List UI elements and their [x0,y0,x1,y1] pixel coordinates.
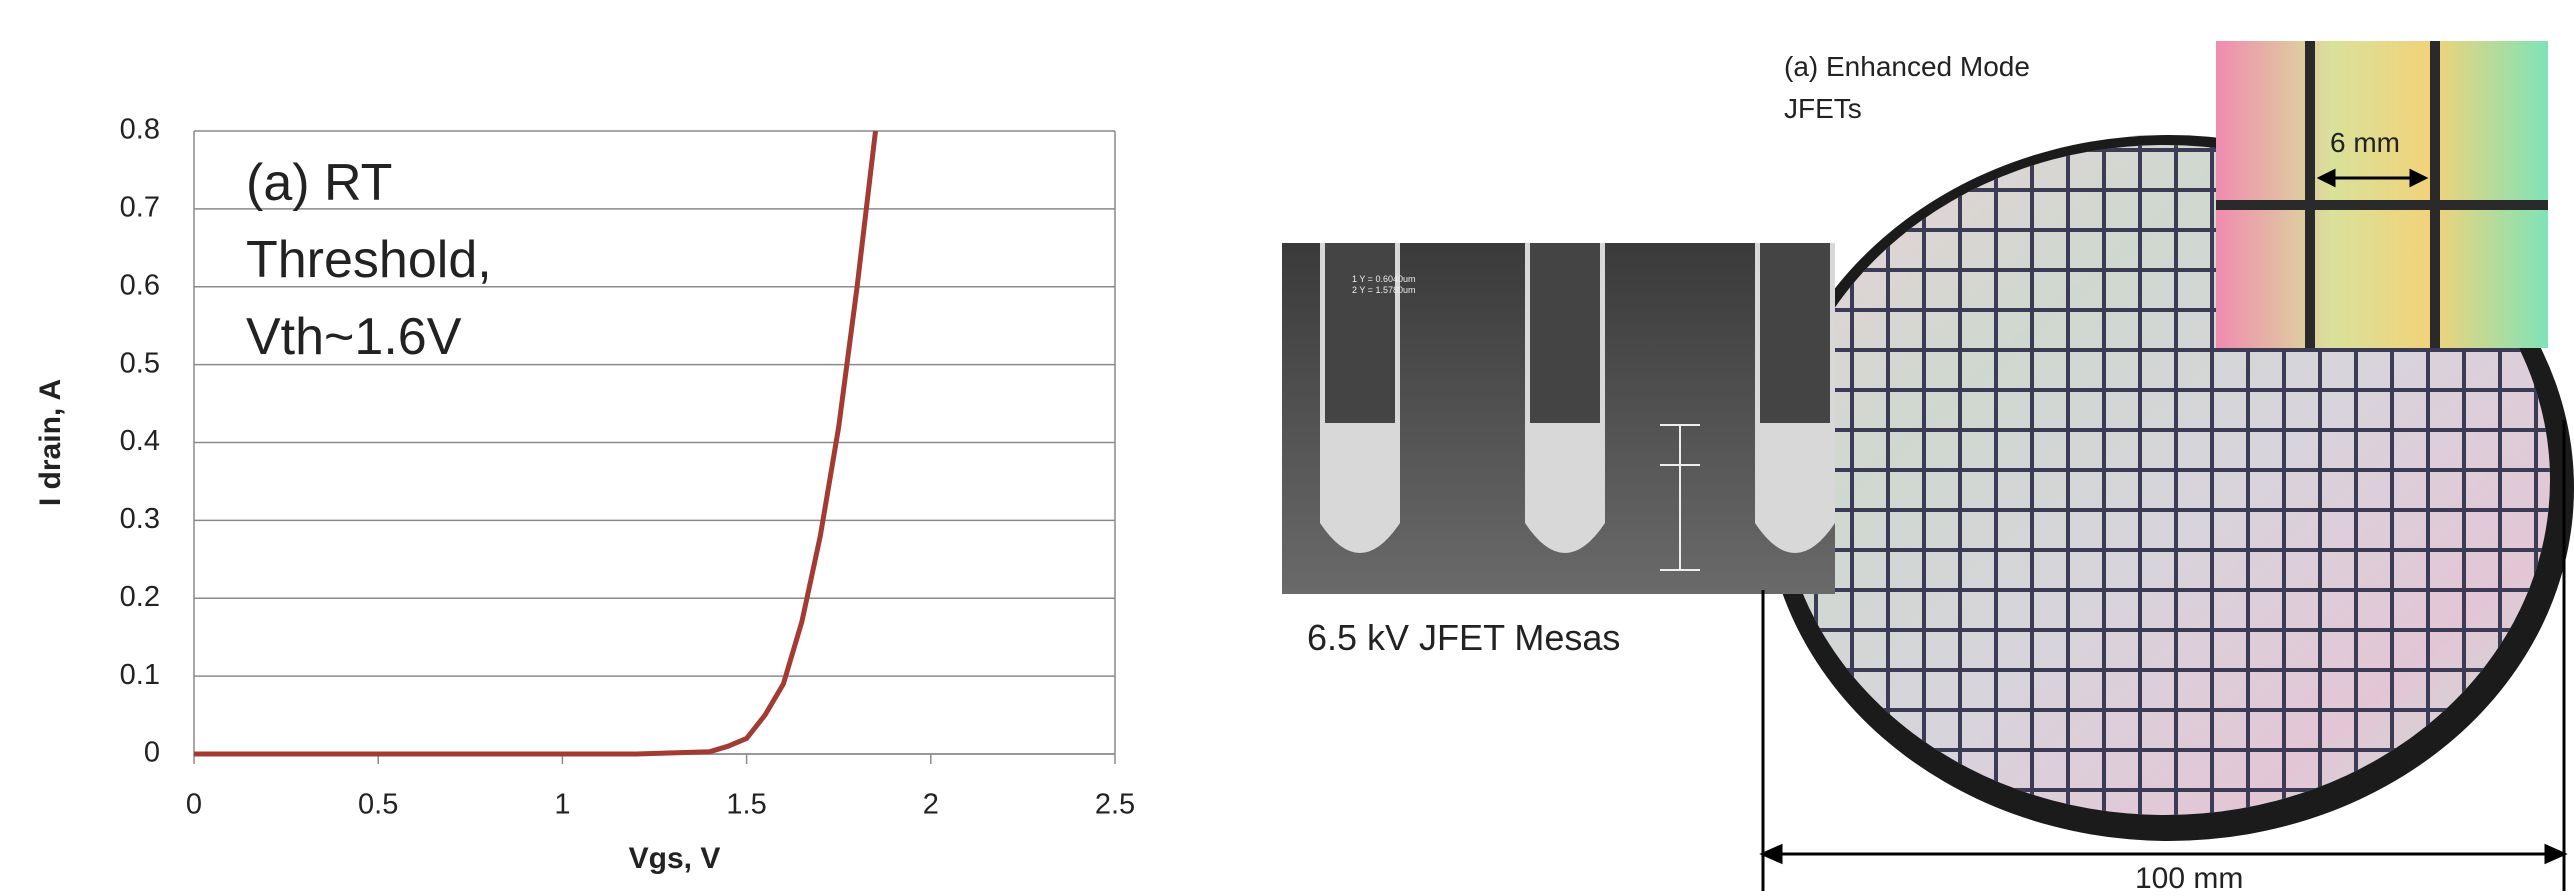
y-tick-label: 0.5 [120,347,160,379]
annotation: (a) RT [246,154,392,212]
y-tick-label: 0.8 [120,114,160,146]
y-tick-label: 0 [144,737,160,769]
y-axis-label: I drain, A [34,379,67,506]
x-tick-label: 1.5 [726,789,766,821]
inset-grid [2216,41,2548,348]
measure-marks [1660,424,1700,571]
annotation: Vth~1.6V [246,308,462,366]
sem-readout: 1 Y = 0.6040um [1352,274,1415,284]
y-tick-label: 0.2 [120,581,160,613]
chart: 0 0.1 0.2 0.3 0.4 0.5 0.6 0.7 0.8 0 0.5 1 1.5 2 2.5 (a)… [34,114,1135,875]
y-tick-label: 0.3 [120,503,160,535]
x-tick-label: 1 [554,789,570,821]
y-tick-label: 0.6 [120,269,160,301]
die-dimension [2316,168,2429,188]
y-tick-label: 0.1 [120,659,160,691]
x-axis-label: Vgs, V [629,842,721,875]
wafer-dimension [1759,420,2568,891]
x-tick-label: 0 [186,789,202,821]
die-size: 6 mm [2330,127,2400,158]
x-tick-label: 2.5 [1095,789,1135,821]
annotation: Threshold, [246,231,492,289]
inset-photo [2216,41,2548,348]
y-tick-label: 0.4 [120,425,160,457]
x-tick-label: 0.5 [358,789,398,821]
mesa-tops [1325,243,1830,423]
y-tick-label: 0.7 [120,192,160,224]
wafer-size: 100 mm [2135,862,2243,891]
data-line [194,130,878,757]
sem-caption: 6.5 kV JFET Mesas [1307,617,1620,658]
wafer-label: JFETs [1784,93,1862,124]
photos: 1 Y = 0.6040um 2 Y = 1.5780um 6.5 kV JFE… [1282,41,2574,895]
x-tick-label: 2 [923,789,939,821]
wafer-label: (a) Enhanced Mode [1784,51,2030,82]
sem-readout: 2 Y = 1.5780um [1352,285,1415,295]
